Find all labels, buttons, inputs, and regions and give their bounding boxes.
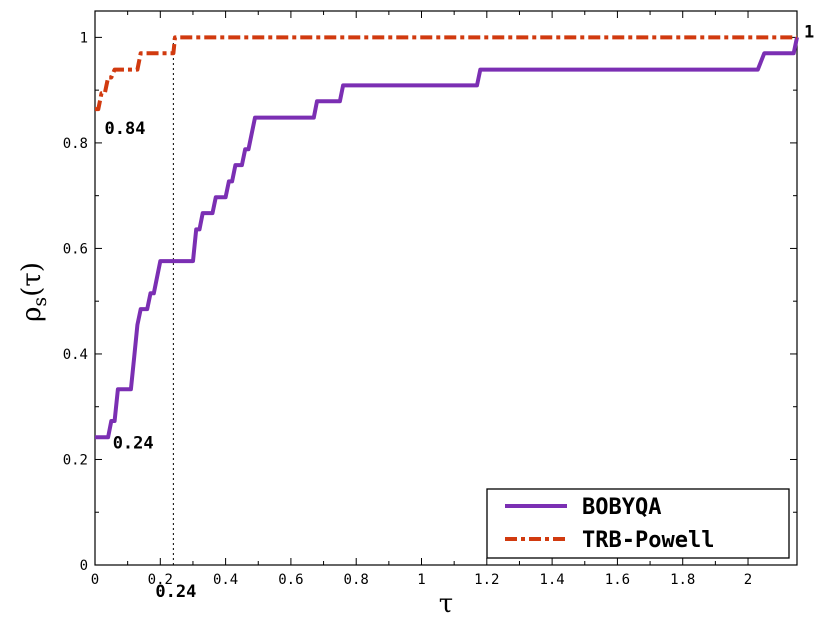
x-tick-label: 1.6	[605, 572, 630, 588]
series-layer	[95, 35, 799, 440]
y-axis-title-sub: s	[29, 297, 51, 307]
x-tick-label: 0	[91, 572, 99, 588]
annotations: 0.84 0.24 1 0.24	[105, 22, 815, 602]
annotation-label: 0.24	[155, 582, 196, 602]
annotation-label: 1	[804, 22, 814, 42]
legend: BOBYQA TRB-Powell	[486, 488, 790, 559]
legend-label-bobyqa: BOBYQA	[582, 495, 661, 520]
x-tick-label: 0.4	[213, 572, 238, 588]
x-tick-label: 0.6	[278, 572, 303, 588]
y-axis-title-arg: (τ)	[17, 262, 47, 297]
x-tick-label: 0.2	[148, 572, 173, 588]
y-axis-title: ρs(τ)	[17, 262, 51, 322]
y-tick-label: 0	[80, 558, 88, 574]
annotation-label: 0.84	[105, 119, 146, 139]
svg-text:ρs(τ): ρs(τ)	[17, 262, 51, 322]
y-tick-label: 0.6	[63, 241, 88, 257]
legend-box	[486, 488, 790, 559]
plot-frame	[94, 10, 798, 566]
annotation-label: 0.24	[113, 433, 154, 453]
x-axis-title: τ	[439, 589, 453, 617]
axes: 0 0.2 0.4 0.6 0.8 1 1.2 1.4 1.6 1.8 2 0 0.2 0.4 0.6 0.8…	[63, 10, 798, 588]
legend-label-trb-powell: TRB-Powell	[582, 528, 714, 553]
x-tick-label: 1.4	[539, 572, 564, 588]
y-tick-label: 1	[80, 30, 88, 46]
y-tick-label: 0.4	[63, 347, 88, 363]
x-tick-label: 1	[417, 572, 425, 588]
series-line-bobyqa	[95, 36, 799, 440]
x-tick-label: 1.8	[670, 572, 695, 588]
y-tick-label: 0.8	[63, 136, 88, 152]
x-tick-label: 2	[744, 572, 752, 588]
y-tick-label: 0.2	[63, 452, 88, 468]
y-axis-title-main: ρ	[17, 307, 47, 322]
x-tick-label: 0.8	[344, 572, 369, 588]
series-line-trb-powell	[95, 35, 797, 112]
x-tick-label: 1.2	[474, 572, 499, 588]
